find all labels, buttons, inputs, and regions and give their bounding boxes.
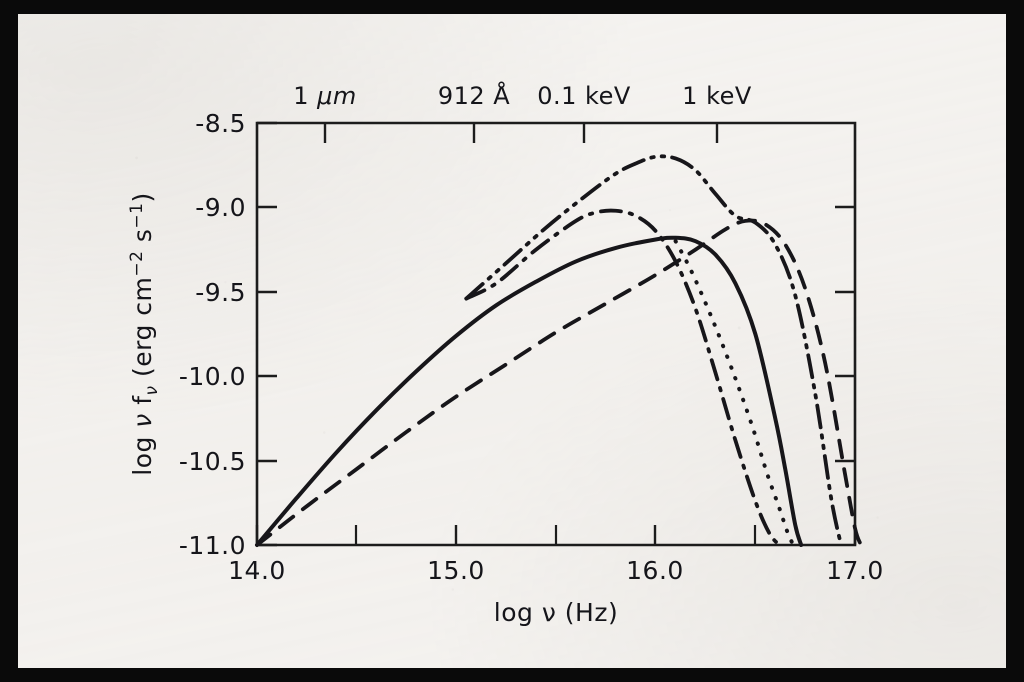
x-tick-label-1: 15.0 [427, 556, 485, 585]
top-label-912a-num: 912 [438, 82, 493, 110]
y-axis-title-nu1: ν [128, 413, 157, 427]
x-tick-label-0: 14.0 [228, 556, 286, 585]
y-axis-title-exp2: −1 [127, 203, 147, 229]
top-axis-labels: 1 μm 912 Å 0.1 keV 1 keV [293, 81, 752, 110]
y-axis-title-s: s [128, 229, 157, 251]
x-tick-label-2: 16.0 [626, 556, 684, 585]
y-tick-label-5: -11.0 [179, 531, 246, 560]
x-axis-title: log ν (Hz) [494, 598, 618, 627]
y-axis-title-prefix: log [128, 428, 157, 476]
y-tick-labels: -8.5 -9.0 -9.5 -10.0 -10.5 -11.0 [179, 109, 246, 560]
top-label-0p1kev: 0.1 keV [537, 82, 631, 110]
top-label-1um-unit: μm [316, 82, 357, 110]
right-axis-ticks [835, 205, 855, 463]
curve-dash-dot [464, 208, 782, 547]
top-label-1um-num: 1 [293, 82, 317, 110]
top-label-0p1kev-unit: keV [585, 82, 631, 110]
curve-dotted [673, 239, 796, 547]
x-axis-title-text: log ν (Hz) [494, 598, 618, 627]
curve-dashed [255, 218, 863, 547]
y-axis-title-exp1: −2 [127, 251, 147, 277]
y-axis-title-f: f [128, 395, 157, 413]
y-tick-label-2: -9.5 [195, 278, 246, 307]
curve-solid [255, 235, 804, 547]
y-axis-title-close: ) [128, 192, 157, 202]
plot-frame [255, 121, 857, 547]
top-label-1kev: 1 keV [682, 82, 752, 110]
y-tick-label-1: -9.0 [195, 193, 246, 222]
y-tick-label-4: -10.5 [179, 447, 246, 476]
y-axis-title: log ν fν (erg cm−2 s−1) [127, 192, 162, 476]
curve-dash-dot-dot [464, 154, 843, 547]
x-tick-labels: 14.0 15.0 16.0 17.0 [228, 556, 884, 585]
spectral-energy-distribution-chart: 1 μm 912 Å 0.1 keV 1 keV [127, 81, 884, 627]
y-tick-label-0: -8.5 [195, 109, 246, 138]
scanned-paper: 1 μm 912 Å 0.1 keV 1 keV [18, 14, 1006, 668]
y-axis-ticks [257, 121, 277, 547]
y-axis-title-nu2: ν [142, 385, 162, 395]
y-tick-label-3: -10.0 [179, 362, 246, 391]
top-axis-ticks [323, 123, 719, 143]
data-curves [255, 154, 863, 547]
top-label-1kev-unit: keV [706, 82, 752, 110]
x-tick-label-3: 17.0 [826, 556, 884, 585]
top-label-912a-unit: Å [493, 81, 510, 110]
top-label-912a: 912 Å [438, 81, 510, 110]
top-label-0p1kev-num: 0.1 [537, 82, 585, 110]
top-label-1um: 1 μm [293, 82, 357, 110]
top-label-1kev-num: 1 [682, 82, 706, 110]
y-axis-title-open: (erg cm [128, 277, 157, 386]
